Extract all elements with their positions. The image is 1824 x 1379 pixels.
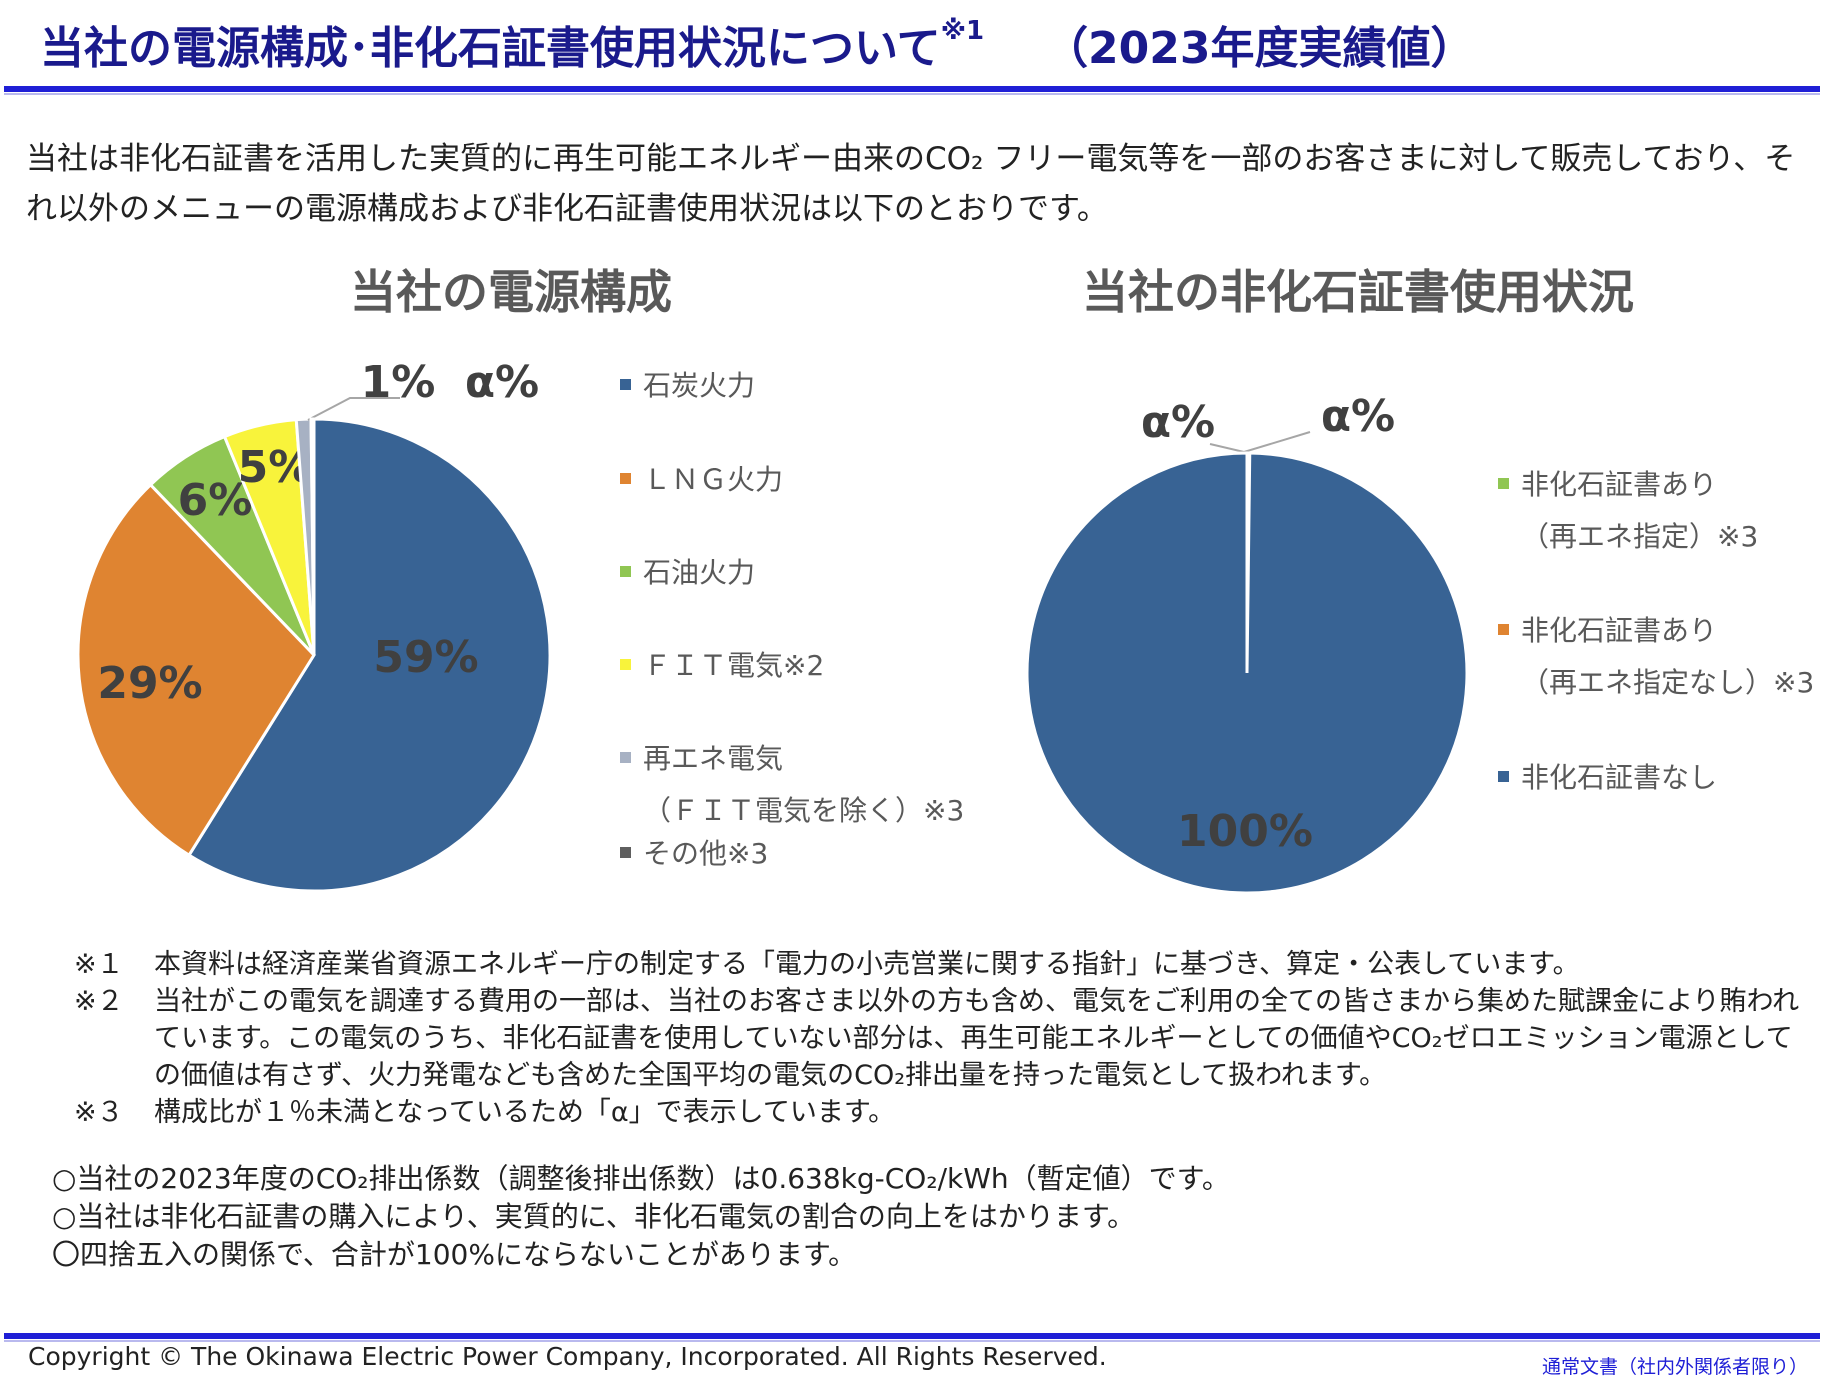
pie-slice — [186, 417, 552, 893]
legend-label: 非化石証書あり — [1521, 468, 1718, 501]
power-mix-pie: 59%29%6%5%1% α% — [76, 357, 552, 893]
intro-paragraph: 当社は非化石証書を活用した実質的に再生可能エネルギー由来のCO₂ フリー電気等を… — [26, 141, 1796, 227]
legend-swatch — [620, 565, 631, 577]
title-note: ※1 — [940, 16, 985, 46]
footnote-text: 本資料は経済産業省資源エネルギー庁の制定する「電力の小売営業に関する指針」に基づ… — [154, 949, 1580, 980]
legend-label: 石炭火力 — [643, 369, 756, 402]
legend-swatch — [1498, 770, 1509, 782]
pie-slice — [309, 417, 316, 656]
slice-data-label: 59% — [373, 632, 478, 683]
pie-slice — [76, 482, 316, 858]
legend-item: 石油火力 — [620, 547, 755, 599]
title-text: 当社の電源構成･非化石証書使用状況について — [40, 23, 941, 74]
chart1-title: 当社の電源構成 — [350, 265, 672, 319]
charts-canvas: 59%29%6%5%1% α% α% α%100% — [76, 357, 1469, 895]
title-year: （2023年度実績値） — [1044, 23, 1475, 74]
legend-item: 非化石証書あり （再エネ指定なし）※3 — [1498, 605, 1814, 709]
legend-item: 非化石証書あり （再エネ指定）※3 — [1498, 459, 1758, 563]
bullet-certificate-purchase: ○当社は非化石証書の購入により、実質的に、非化石電気の割合の向上をはかります。 — [52, 1200, 1136, 1233]
slice-data-label: 100% — [1177, 806, 1313, 857]
legend-swatch — [620, 378, 631, 390]
legend-label: 非化石証書なし — [1521, 761, 1718, 794]
legend-item: その他※3 — [620, 828, 768, 880]
legend-label: 再エネ電気 — [643, 742, 784, 775]
footnote-3: ※３ 構成比が１％未満となっているため「α」で表示しています。 — [74, 1094, 1814, 1131]
legend-item: 非化石証書なし — [1498, 752, 1717, 804]
title-divider-shadow — [4, 93, 1820, 95]
page-title: 当社の電源構成･非化石証書使用状況について※1 （2023年度実績値） — [40, 12, 1475, 76]
footnote-mark: ※３ — [74, 1097, 124, 1128]
document-classification: 通常文書（社内外関係者限り） — [1541, 1356, 1808, 1378]
legend-swatch — [1498, 477, 1509, 489]
legend-item: 石炭火力 — [620, 360, 755, 412]
legend-swatch — [620, 846, 631, 858]
summary-bullets: ○当社の2023年度のCO₂排出係数（調整後排出係数）は0.638kg-CO₂/… — [52, 1160, 1792, 1274]
footnote-text: 構成比が１％未満となっているため「α」で表示しています。 — [154, 1097, 896, 1128]
non-fossil-certificate-pie: α% α% 100% — [1025, 391, 1469, 895]
legend-label: ＬＮＧ火力 — [643, 463, 784, 496]
legend-label-line2: （ＦＩＴ電気を除く）※3 — [643, 794, 965, 827]
footnote-mark: ※２ — [74, 986, 124, 1017]
slice-data-label: α% — [1141, 397, 1215, 448]
legend-swatch — [620, 658, 631, 670]
slice-data-label: 1% — [361, 357, 436, 408]
legend-swatch — [620, 472, 631, 484]
legend-item: ＬＮＧ火力 — [620, 454, 783, 506]
footnote-text: 当社がこの電気を調達する費用の一部は、当社のお客さま以外の方も含め、電気をご利用… — [154, 986, 1800, 1091]
footnote-1: ※１ 本資料は経済産業省資源エネルギー庁の制定する「電力の小売営業に関する指針」… — [74, 946, 1814, 983]
legend-item: ＦＩＴ電気※2 — [620, 640, 824, 692]
footer-divider — [4, 1333, 1820, 1339]
pie-slice — [1025, 451, 1469, 895]
title-divider — [4, 86, 1820, 92]
slice-data-label: α% — [1321, 391, 1395, 442]
footnotes: ※１ 本資料は経済産業省資源エネルギー庁の制定する「電力の小売営業に関する指針」… — [74, 946, 1814, 1131]
copyright-text: Copyright © The Okinawa Electric Power C… — [28, 1342, 1107, 1371]
footnote-2: ※２ 当社がこの電気を調達する費用の一部は、当社のお客さま以外の方も含め、電気を… — [74, 983, 1814, 1094]
slice-data-label: α% — [465, 357, 539, 408]
legend-label: その他※3 — [643, 837, 769, 870]
bullet-rounding: 〇四捨五入の関係で、合計が100%にならないことがあります。 — [52, 1238, 857, 1271]
bullet-emission-factor: ○当社の2023年度のCO₂排出係数（調整後排出係数）は0.638kg-CO₂/… — [52, 1162, 1230, 1195]
leader-line — [307, 397, 400, 421]
footnote-mark: ※１ — [74, 949, 124, 980]
legend-swatch — [1498, 623, 1509, 635]
chart2-title: 当社の非化石証書使用状況 — [1082, 265, 1634, 319]
legend-label-line2: （再エネ指定なし）※3 — [1521, 666, 1815, 699]
slice-data-label: 6% — [178, 475, 253, 526]
footer-divider-shadow — [4, 1340, 1820, 1342]
legend-label: 石油火力 — [643, 556, 756, 589]
legend-label: 非化石証書あり — [1521, 614, 1718, 647]
leader-line — [1209, 431, 1311, 454]
legend-label-line2: （再エネ指定）※3 — [1521, 520, 1759, 553]
legend-label: ＦＩＴ電気※2 — [643, 649, 825, 682]
legend-item: 再エネ電気 （ＦＩＴ電気を除く）※3 — [620, 733, 964, 837]
legend-swatch — [620, 751, 631, 763]
slice-data-label: 29% — [97, 658, 202, 709]
